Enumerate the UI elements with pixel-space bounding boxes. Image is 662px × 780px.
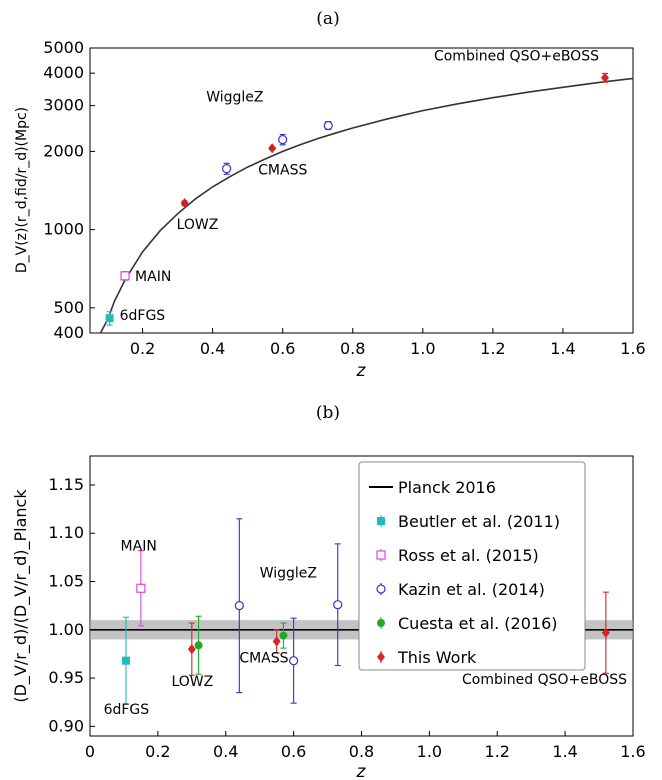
data-point [187,644,196,655]
point-annotation: LOWZ [171,674,213,690]
x-tick-label: 1.6 [620,742,645,761]
data-point [289,656,299,666]
data-point [121,656,130,665]
panel-b-ylabel-group: (D_V/r_d)/(D_V/r_d)_Planck [11,489,31,703]
y-tick-label: 400 [53,323,84,342]
panel-a-ylabel-group: D_V(z)(r_d,fid/r_d)(Mpc) [14,107,30,273]
x-tick-label: 0.8 [340,339,365,358]
x-tick-label: 0.4 [213,742,238,761]
planck-curve [99,77,634,334]
point-annotation: LOWZ [177,217,219,233]
legend-swatch [377,517,385,525]
panel-a-xlabel: z [356,361,367,381]
y-tick-label: 500 [53,298,84,317]
panel-a-axes-frame [89,47,634,334]
x-tick-label: 0.6 [281,742,306,761]
x-tick-label: 0.6 [270,339,295,358]
point-annotation: MAIN [121,539,157,555]
x-tick-label: 0 [85,742,95,761]
data-point [601,627,610,638]
data-point [333,600,343,610]
x-tick-label: 1.4 [552,742,577,761]
legend-swatch [376,584,386,594]
legend-label: This Work [397,648,477,667]
legend-box [358,461,586,671]
legend-label: Beutler et al. (2011) [398,512,560,531]
data-point [222,164,232,174]
panel-b-xlabel: z [356,762,367,780]
legend-label: Planck 2016 [398,478,496,497]
point-annotation: WiggleZ [260,566,317,582]
panel-b-label: (b) [316,403,340,423]
point-annotation: 6dFGS [104,702,150,718]
data-point [136,583,146,593]
legend-swatch [376,550,386,560]
data-point [105,314,114,323]
y-tick-label: 3000 [43,96,84,115]
data-point [279,631,288,640]
x-tick-label: 1.2 [480,339,505,358]
legend-swatch [377,652,385,662]
panel-b-ylabel: (D_V/r_d)/(D_V/r_d)_Planck [11,489,31,703]
x-tick-label: 1.0 [410,339,435,358]
x-tick-label: 1.4 [550,339,575,358]
legend-label: Kazin et al. (2014) [398,580,545,599]
legend-swatch [377,619,385,627]
data-point [234,601,244,611]
y-tick-label: 1000 [43,220,84,239]
y-tick-label: 2000 [43,141,84,160]
x-tick-label: 1.0 [417,742,442,761]
y-tick-label: 1.05 [48,572,84,591]
data-point [268,143,277,154]
data-point [323,120,333,131]
y-tick-label: 0.95 [48,668,84,687]
y-tick-label: 1.00 [48,620,84,639]
data-point [600,72,609,83]
x-tick-label: 0.8 [349,742,374,761]
point-annotation: Combined QSO+eBOSS [462,672,627,688]
data-point [272,636,281,647]
y-tick-label: 4000 [43,63,84,82]
point-annotation: Combined QSO+eBOSS [434,49,599,65]
y-tick-label: 1.15 [48,475,84,494]
data-point [180,198,189,209]
x-tick-label: 1.2 [485,742,510,761]
x-tick-label: 0.4 [200,339,225,358]
panel-a-label: (a) [316,9,339,29]
point-annotation: CMASS [239,651,288,667]
point-annotation: CMASS [258,162,307,178]
data-point [120,271,130,281]
x-tick-label: 0.2 [145,742,170,761]
data-point [278,134,288,145]
legend-label: Ross et al. (2015) [398,546,539,565]
point-annotation: MAIN [135,269,171,285]
panel-a-ylabel: D_V(z)(r_d,fid/r_d)(Mpc) [14,107,30,273]
panel-a-plot: 400 500 1000 2000 3000 4000 5000 0.2 0.4 0.6 0.8 1… [43,38,645,358]
point-annotation: 6dFGS [120,308,166,324]
x-tick-label: 0.2 [130,339,155,358]
data-point [194,641,203,650]
y-tick-label: 1.10 [48,523,84,542]
point-annotation: WiggleZ [206,89,263,105]
legend-label: Cuesta et al. (2016) [398,614,557,633]
legend: Planck 2016 Beutler et al. (2011) Ross et … [358,461,586,671]
y-tick-label: 5000 [43,38,84,57]
x-tick-label: 1.6 [620,339,645,358]
y-tick-label: 0.90 [48,716,84,735]
panel-b-plot: 0.90 0.95 1.00 1.05 1.10 1.15 0 0.2 0.4 0.6 0.8 1.… [48,455,646,761]
